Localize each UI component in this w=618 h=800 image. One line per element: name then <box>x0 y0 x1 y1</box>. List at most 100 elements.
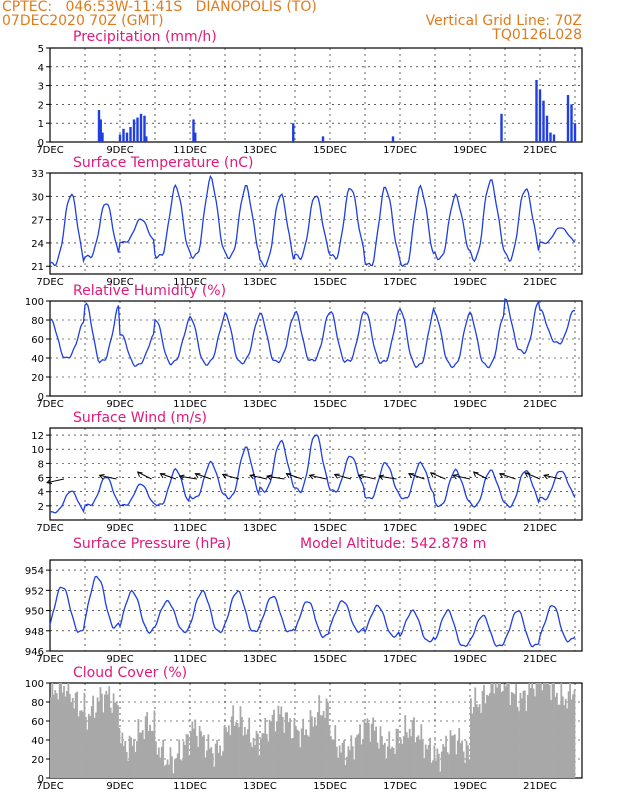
cloud-bar <box>117 705 119 778</box>
panel-precip: 0 1 2 3 4 5 7DEC 9DEC 11DEC 13DEC 15DEC 17DEC 19DEC 2… <box>36 29 583 156</box>
cloud-bar <box>373 730 376 778</box>
cloud-bar <box>136 741 138 778</box>
cloud-bar <box>90 706 93 778</box>
cloud-bar <box>430 762 433 778</box>
cloud-bar <box>360 744 363 778</box>
header-model-id: TQ0126L028 <box>492 27 582 43</box>
y-tick-label: 60 <box>31 335 44 346</box>
cloud-bar <box>271 714 274 778</box>
cloud-bar <box>181 760 184 778</box>
y-tick-label: 1 <box>38 119 44 130</box>
cloud-bar <box>61 692 64 778</box>
cloud-bar <box>118 727 121 778</box>
header-station-line: CPTEC: 046:53W-11:41S DIANOPOLIS (TO) <box>2 0 317 15</box>
cloud-bar <box>362 740 364 778</box>
cloud-bar <box>338 745 341 778</box>
cloud-bar <box>101 693 103 778</box>
precip-bar <box>549 132 552 142</box>
y-tick-label: 27 <box>31 216 44 227</box>
cloud-bar <box>225 727 227 778</box>
cloud-bar <box>296 729 299 778</box>
cloud-bar <box>206 750 208 778</box>
cloud-bar <box>85 716 87 778</box>
cloud-bar <box>92 695 95 778</box>
wind-arrow-head <box>46 478 53 484</box>
wind-arrow <box>430 472 446 480</box>
cloud-bar <box>232 705 235 778</box>
y-tick-label: 33 <box>31 169 44 180</box>
panel-press: 946 948 950 952 954 7DEC 9DEC 11DEC 13DEC 15DEC 17… <box>25 536 583 665</box>
x-tick-label: 7DEC <box>36 145 63 156</box>
cloud-bar <box>64 696 67 778</box>
y-tick-label: 0 <box>38 392 44 403</box>
wind-arrow-head <box>285 473 292 479</box>
cloud-bar <box>531 683 534 778</box>
cloud-bar <box>335 746 338 778</box>
cloud-bar <box>365 722 367 778</box>
x-tick-label: 13DEC <box>243 781 277 792</box>
cloud-bar <box>109 707 112 778</box>
x-tick-label: 15DEC <box>313 654 347 665</box>
x-tick-label: 7DEC <box>36 399 63 410</box>
cloud-bar <box>239 706 242 778</box>
x-tick-label: 9DEC <box>106 523 133 534</box>
x-tick-label: 13DEC <box>243 145 277 156</box>
cloud-bar <box>554 696 557 778</box>
precip-bar <box>145 136 148 142</box>
wind-arrow <box>452 474 471 480</box>
cloud-bar <box>55 693 58 778</box>
cloud-bar <box>309 710 312 778</box>
x-tick-label: 13DEC <box>243 523 277 534</box>
cloud-bar <box>513 694 516 778</box>
cloud-bar <box>79 710 81 778</box>
cloud-bar <box>408 728 411 778</box>
y-tick-label: 6 <box>38 474 44 485</box>
cloud-bar <box>182 741 185 778</box>
cloud-bar <box>130 737 132 778</box>
cloud-bar <box>572 694 574 778</box>
cloud-bar <box>299 747 302 778</box>
cloud-bar <box>312 726 315 778</box>
wind-arrow <box>309 474 327 480</box>
cloud-bar <box>510 692 513 778</box>
cloud-bar <box>538 683 541 778</box>
cloud-bar <box>159 757 162 778</box>
wind-series-line <box>49 434 576 514</box>
cloud-bar <box>124 740 127 778</box>
panel-title: Surface Pressure (hPa) <box>73 536 231 552</box>
wind-arrow <box>334 473 352 480</box>
cloud-bar <box>131 745 134 778</box>
x-tick-label: 21DEC <box>523 145 557 156</box>
cloud-bar <box>71 697 74 778</box>
cloud-bar <box>435 760 437 778</box>
cloud-bar <box>477 707 480 778</box>
wind-arrow <box>46 478 65 484</box>
wind-arrow <box>195 473 212 480</box>
cloud-bar <box>545 683 548 778</box>
cloud-bar <box>521 698 523 778</box>
cloud-bar <box>378 748 380 778</box>
model-altitude-label: Model Altitude: 542.878 m <box>300 536 486 552</box>
x-tick-label: 19DEC <box>453 781 487 792</box>
wind-arrow-head <box>408 473 414 479</box>
x-tick-label: 19DEC <box>453 145 487 156</box>
cloud-bar <box>540 683 542 778</box>
precip-bar <box>139 113 143 142</box>
cloud-bar <box>122 745 125 778</box>
cloud-bar <box>60 683 62 778</box>
cloud-bar <box>184 745 186 778</box>
x-tick-label: 11DEC <box>173 145 207 156</box>
cloud-bar <box>200 731 202 778</box>
cloud-bar <box>52 694 55 778</box>
cloud-bar <box>222 751 224 778</box>
precip-bar <box>125 132 129 142</box>
cloud-bar <box>467 745 469 778</box>
wind-arrow <box>99 474 117 480</box>
cloud-bar <box>208 748 211 778</box>
cloud-bar <box>185 734 188 778</box>
panel-title: Surface Wind (m/s) <box>73 410 207 426</box>
cloud-bar <box>187 734 189 778</box>
cloud-bar <box>464 762 466 778</box>
y-tick-label: 12 <box>31 431 44 442</box>
cloud-bar <box>210 747 213 778</box>
